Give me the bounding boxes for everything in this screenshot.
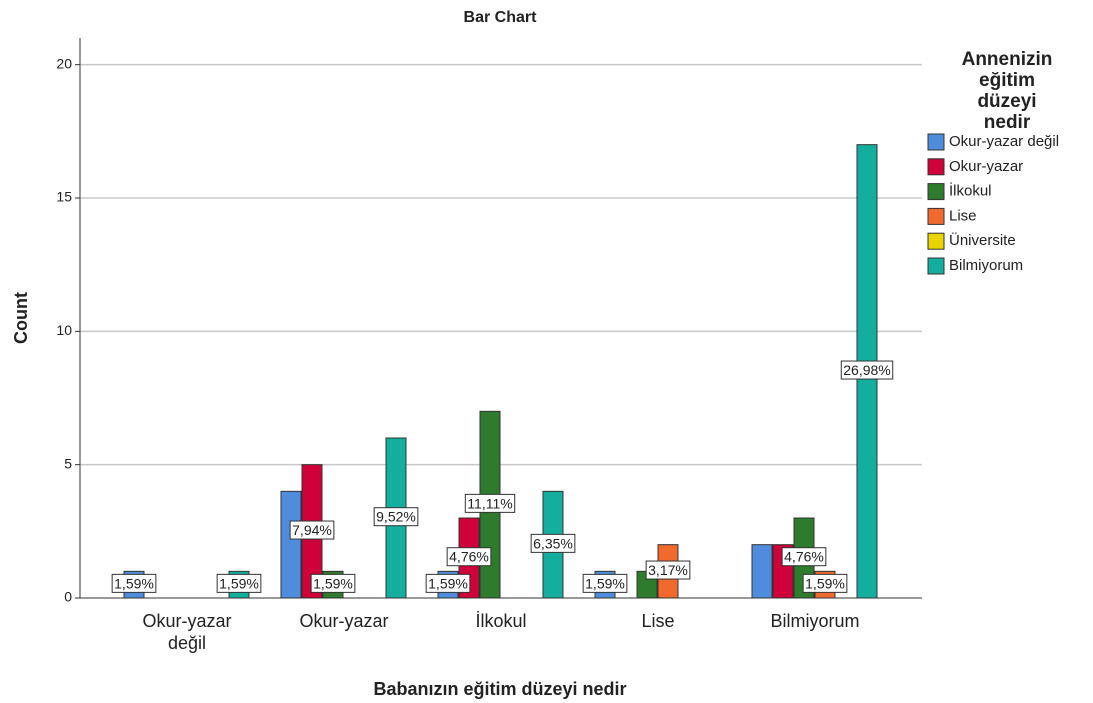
- legend-label: Üniversite: [949, 231, 1016, 249]
- y-tick-label: 10: [56, 322, 72, 338]
- data-label-box: [310, 573, 356, 593]
- data-label-box: [840, 360, 894, 380]
- y-tick-label: 5: [64, 455, 72, 471]
- legend-swatch: [927, 158, 945, 176]
- data-label: 4,76%: [784, 549, 824, 565]
- y-tick-label: 0: [64, 589, 72, 605]
- data-label: 26,98%: [843, 362, 890, 378]
- legend-swatch: [927, 133, 945, 151]
- bar: [280, 490, 302, 599]
- legend-swatch: [927, 232, 945, 250]
- data-label-box: [111, 573, 157, 593]
- legend-label: Okur-yazar değil: [949, 133, 1059, 150]
- data-label-box: [373, 507, 419, 527]
- x-tick-label: Okur-yazar: [299, 611, 388, 631]
- data-label-box: [582, 573, 628, 593]
- data-label: 1,59%: [313, 575, 353, 591]
- y-axis-title: Count: [11, 292, 31, 344]
- data-label: 1,59%: [114, 575, 154, 591]
- data-label-box: [289, 520, 335, 540]
- data-label-box: [530, 533, 576, 553]
- data-label-box: [425, 573, 471, 593]
- x-tick-label: Bilmiyorum: [770, 611, 859, 631]
- data-label: 9,52%: [376, 509, 416, 525]
- y-tick-label: 20: [56, 55, 72, 71]
- data-label: 7,94%: [292, 522, 332, 538]
- data-label: 1,59%: [805, 575, 845, 591]
- legend-label: Lise: [949, 207, 977, 224]
- data-label-box: [645, 560, 691, 580]
- data-label: 3,17%: [648, 562, 688, 578]
- x-tick-label: Lise: [641, 611, 674, 631]
- data-label: 11,11%: [467, 495, 512, 511]
- y-tick-label: 15: [56, 189, 72, 205]
- legend-swatch: [927, 183, 945, 201]
- data-label-box: [802, 573, 848, 593]
- data-label: 6,35%: [533, 535, 573, 551]
- data-label: 1,59%: [585, 575, 625, 591]
- legend-label: İlkokul: [949, 182, 992, 200]
- legend-label: Okur-yazar: [949, 158, 1023, 175]
- bar: [751, 544, 773, 599]
- legend-title: Annenizin eğitim düzeyi nedir: [962, 49, 1053, 133]
- data-label: 1,59%: [219, 575, 259, 591]
- x-axis-title: Babanızın eğitim düzeyi nedir: [373, 679, 626, 699]
- legend-swatch: [927, 257, 945, 275]
- data-label: 1,59%: [428, 575, 468, 591]
- legend-swatch: [927, 207, 945, 225]
- data-label-box: [464, 493, 516, 513]
- data-label-box: [216, 573, 262, 593]
- data-label-box: [781, 547, 827, 567]
- x-tick-label: İlkokul: [475, 611, 526, 631]
- x-tick-label: Okur-yazar değil: [142, 611, 231, 653]
- legend-label: Bilmiyorum: [949, 257, 1023, 274]
- data-label-box: [446, 547, 492, 567]
- chart-title: Bar Chart: [464, 9, 538, 26]
- data-label: 4,76%: [449, 549, 489, 565]
